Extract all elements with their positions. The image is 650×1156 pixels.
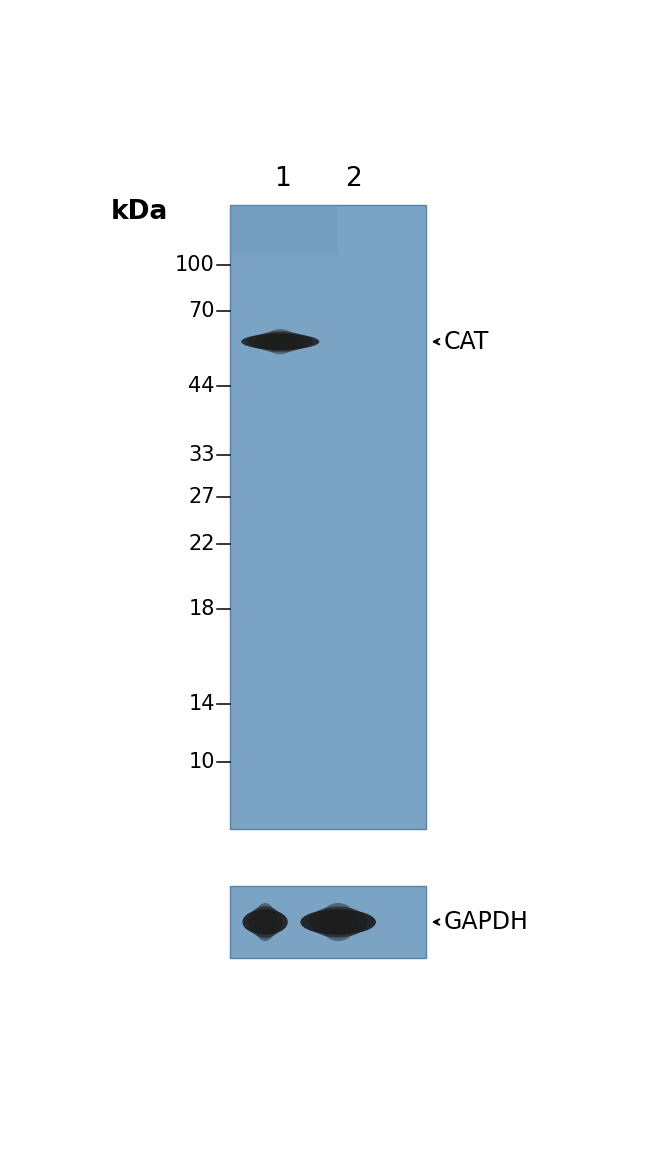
Bar (230, 206, 338, 255)
Text: CAT: CAT (444, 329, 489, 354)
Text: GAPDH: GAPDH (444, 910, 529, 934)
Text: 70: 70 (188, 301, 215, 320)
Text: 27: 27 (188, 488, 215, 507)
Ellipse shape (247, 333, 313, 351)
Ellipse shape (242, 910, 288, 935)
Ellipse shape (254, 903, 276, 941)
Bar (230, 206, 426, 829)
Text: 1: 1 (274, 165, 291, 192)
Bar (230, 887, 426, 957)
Text: 33: 33 (188, 445, 215, 465)
Ellipse shape (309, 906, 368, 938)
Ellipse shape (300, 910, 376, 935)
Ellipse shape (255, 331, 306, 353)
Text: 44: 44 (188, 376, 215, 397)
Ellipse shape (319, 903, 357, 941)
Text: 18: 18 (188, 599, 215, 618)
Text: 100: 100 (175, 255, 215, 275)
Ellipse shape (248, 906, 282, 938)
Text: 14: 14 (188, 694, 215, 714)
Ellipse shape (265, 328, 296, 355)
Text: 2: 2 (345, 165, 361, 192)
Text: 10: 10 (188, 751, 215, 772)
Text: 22: 22 (188, 534, 215, 554)
Text: kDa: kDa (111, 199, 168, 224)
Ellipse shape (241, 334, 319, 349)
